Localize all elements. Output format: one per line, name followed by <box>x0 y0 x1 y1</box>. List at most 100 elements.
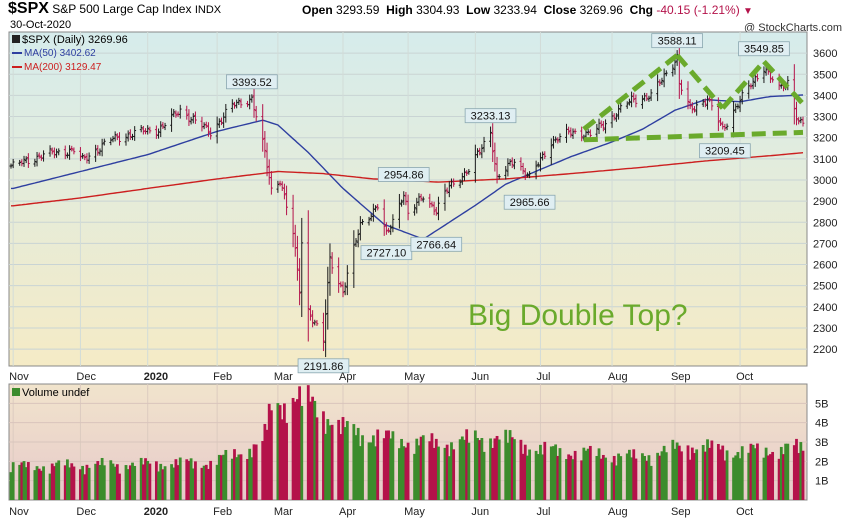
volume-bar <box>452 449 456 500</box>
volume-bar <box>100 457 104 500</box>
price-tick-label: 3200 <box>813 133 837 145</box>
volume-bar <box>756 443 759 500</box>
volume-bar <box>708 447 712 500</box>
chg-label: Chg <box>629 3 653 17</box>
pattern-line-right-up <box>720 59 766 110</box>
price-annotation-box <box>297 358 350 374</box>
pattern-line-right-down <box>762 59 805 106</box>
volume-bar <box>740 446 744 500</box>
volume-bar <box>118 473 121 500</box>
volume-bar <box>339 434 343 500</box>
volume-bar <box>782 454 785 500</box>
volume-tick-label: 2B <box>815 456 828 468</box>
volume-x-tick-label: Dec <box>76 506 96 518</box>
volume-bar <box>614 465 618 500</box>
volume-bar <box>528 449 531 500</box>
volume-bar <box>558 448 562 500</box>
volume-bar <box>675 442 679 500</box>
volume-bar <box>246 458 249 500</box>
volume-tick-label: 4B <box>815 418 828 430</box>
volume-bar <box>250 457 254 500</box>
volume-bar <box>52 466 56 500</box>
legend-ma50-name: MA(50) <box>24 48 57 59</box>
legend-ma200: MA(200) 3129.47 <box>12 62 101 73</box>
volume-bar <box>643 456 646 500</box>
volume-x-tick-label: Nov <box>9 506 29 518</box>
x-tick-label: Jun <box>471 371 489 383</box>
price-annotation-label: 2191.86 <box>304 361 344 373</box>
volume-bar <box>261 441 265 500</box>
high-value: 3304.93 <box>416 3 460 17</box>
volume-bar <box>42 466 45 500</box>
volume-bar <box>703 451 707 500</box>
volume-bar <box>619 456 623 500</box>
volume-bar <box>315 417 319 500</box>
volume-bar <box>345 421 349 500</box>
volume-bar <box>324 433 328 500</box>
volume-bar <box>549 446 553 500</box>
volume-bar <box>159 463 163 500</box>
volume-bar <box>434 438 438 500</box>
quote-bar: Open 3293.59 High 3304.93 Low 3233.94 Cl… <box>302 3 753 17</box>
volume-bar <box>413 453 416 500</box>
legend-price-name: $SPX (Daily) <box>22 34 85 46</box>
volume-bar <box>20 462 24 500</box>
volume-x-tick-label: Jun <box>471 506 489 518</box>
volume-bar <box>582 447 586 500</box>
price-annotation-label: 2727.10 <box>367 248 407 260</box>
volume-bar <box>764 447 768 500</box>
volume-bar <box>374 446 377 500</box>
volume-bar <box>673 448 677 500</box>
volume-bar <box>747 452 751 500</box>
volume-bar <box>200 467 204 500</box>
volume-bar <box>191 468 195 500</box>
volume-x-tick-label: Oct <box>736 506 753 518</box>
volume-bar <box>508 430 512 500</box>
volume-bar <box>437 446 440 500</box>
volume-bar <box>571 459 575 500</box>
volume-bar <box>777 458 781 500</box>
volume-bar <box>202 465 206 500</box>
volume-bar <box>751 444 755 500</box>
volume-bar <box>146 460 150 500</box>
price-annotation-label: 3549.85 <box>744 44 784 56</box>
volume-bar <box>586 448 590 500</box>
price-annotation-label: 2965.66 <box>510 197 550 209</box>
volume-bar <box>233 449 236 500</box>
volume-bar <box>641 453 644 500</box>
price-tick-label: 3600 <box>813 48 837 60</box>
volume-bar <box>328 425 332 500</box>
x-tick-label: May <box>404 371 425 383</box>
volume-bar <box>222 454 226 500</box>
close-label: Close <box>543 3 577 17</box>
volume-bar <box>83 474 87 500</box>
down-arrow-icon: ▼ <box>743 6 753 17</box>
volume-bar <box>11 462 15 500</box>
volume-bar <box>343 427 347 500</box>
price-annotation-label: 3233.13 <box>471 111 511 123</box>
volume-bar <box>489 438 492 500</box>
volume-x-tick-label: Apr <box>339 506 356 518</box>
volume-bar <box>476 438 479 500</box>
open-label: Open <box>302 3 333 17</box>
volume-bar <box>278 405 282 500</box>
volume-bar <box>128 465 132 500</box>
volume-x-tick-label: Feb <box>213 506 232 518</box>
volume-bar <box>795 438 798 500</box>
legend-ma50-swatch <box>12 52 22 55</box>
price-tick-label: 2800 <box>813 217 837 229</box>
volume-bar <box>139 457 143 500</box>
x-tick-label: Aug <box>608 371 628 383</box>
price-annotation-box <box>464 108 517 124</box>
volume-bar <box>628 449 631 500</box>
volume-bar <box>387 430 390 500</box>
volume-bar <box>174 459 178 500</box>
volume-bar <box>504 429 508 500</box>
volume-bar <box>300 405 304 500</box>
volume-bar <box>98 464 102 500</box>
volume-bar <box>148 463 152 500</box>
volume-bar <box>541 454 545 500</box>
volume-bar <box>573 450 577 500</box>
volume-bar <box>630 457 633 500</box>
x-tick-label: Sep <box>671 371 691 383</box>
